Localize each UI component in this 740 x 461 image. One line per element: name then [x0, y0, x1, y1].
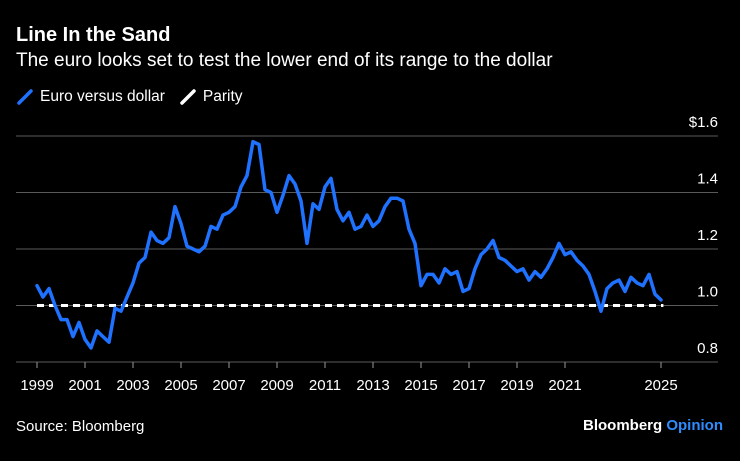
x-tick-label: 2021 [548, 377, 581, 394]
legend-item-parity: Parity [179, 88, 243, 106]
x-tick-label: 2003 [116, 377, 149, 394]
x-tick-label: 2011 [309, 377, 341, 394]
legend-parity-swatch-icon [180, 89, 196, 105]
source-note: Source: Bloomberg [16, 418, 145, 435]
y-tick-label: 0.8 [697, 340, 718, 357]
gridlines [16, 135, 718, 363]
y-axis-ticks: 0.8 1.0 1.2 1.4 $1.6 [689, 114, 718, 357]
legend-parity-label: Parity [202, 88, 243, 105]
y-tick-label: $1.6 [689, 114, 718, 131]
x-axis-ticks: 1999 2001 2003 2005 2007 2009 2011 2013 2015 2017… [20, 362, 678, 394]
x-tick-label: 2019 [500, 377, 533, 394]
x-tick-label: 2009 [260, 377, 293, 394]
chart-subtitle: The euro looks set to test the lower end… [16, 50, 553, 71]
legend-euro-swatch-icon [17, 89, 33, 105]
x-tick-label: 2025 [644, 377, 677, 394]
x-tick-label: 2017 [452, 377, 485, 394]
euro-dollar-line [35, 139, 663, 350]
legend: Euro versus dollar Parity [16, 88, 257, 106]
x-tick-label: 2007 [212, 377, 245, 394]
x-tick-label: 2013 [356, 377, 389, 394]
x-tick-label: 2001 [68, 377, 101, 394]
brand-main: Bloomberg [583, 417, 663, 434]
x-tick-label: 2015 [404, 377, 437, 394]
y-tick-label: 1.4 [697, 171, 718, 188]
legend-euro-label: Euro versus dollar [40, 88, 165, 105]
brand-accent: Opinion [666, 417, 723, 434]
y-tick-label: 1.2 [697, 227, 718, 244]
x-tick-label: 1999 [20, 377, 53, 394]
y-tick-label: 1.0 [697, 284, 718, 301]
legend-item-euro: Euro versus dollar [16, 88, 165, 106]
brand-logo: Bloomberg Opinion [583, 417, 723, 434]
x-tick-label: 2005 [164, 377, 197, 394]
chart-title: Line In the Sand [16, 24, 171, 46]
